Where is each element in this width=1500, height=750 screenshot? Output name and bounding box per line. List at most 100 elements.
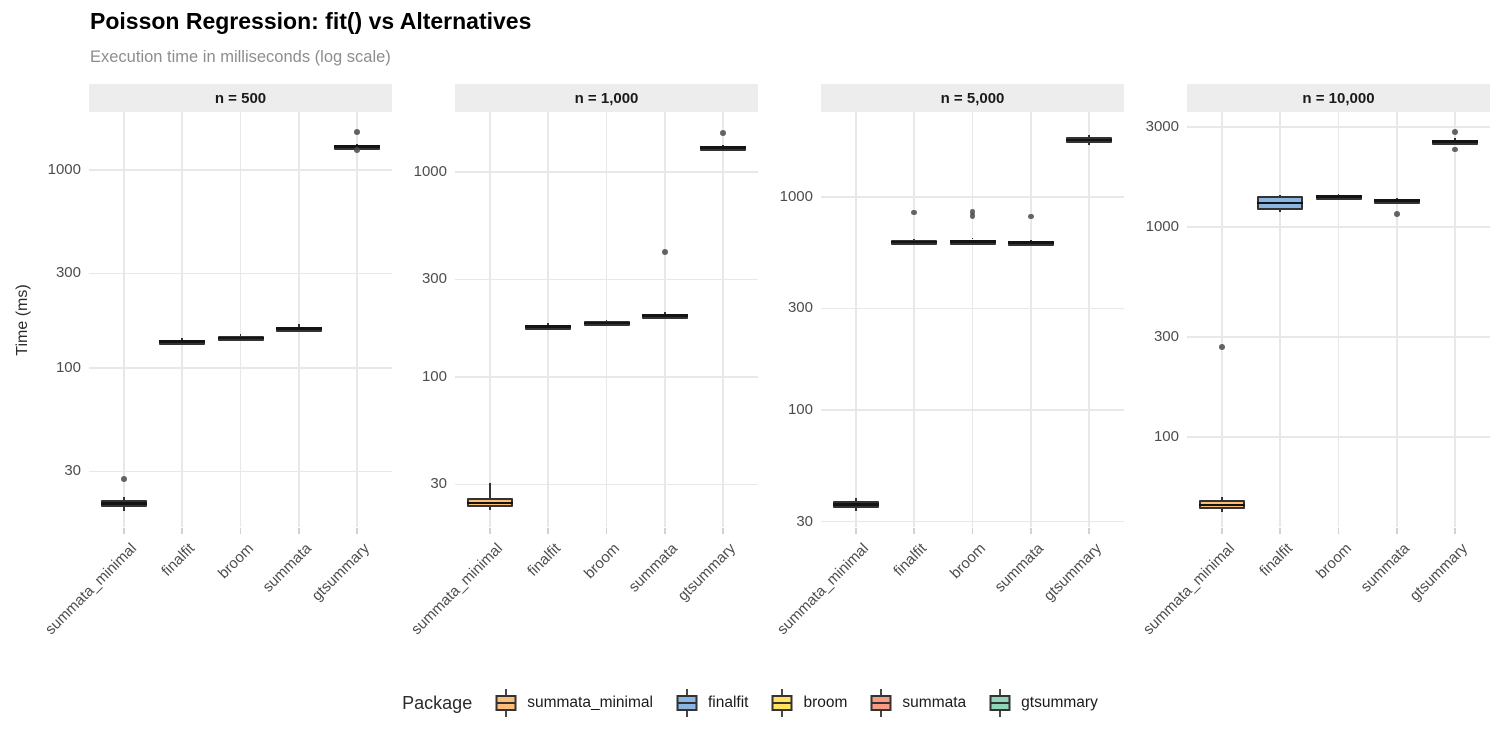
gridline-vertical	[664, 112, 666, 527]
x-tick	[855, 528, 857, 534]
boxplot-median	[159, 340, 206, 344]
facet-strip: n = 1,000	[455, 84, 758, 112]
boxplot-median	[100, 502, 147, 505]
whisker-upper	[181, 338, 184, 341]
boxplot-median	[949, 239, 996, 243]
boxplot-median	[1373, 199, 1420, 202]
legend-item-label: gtsummary	[1021, 694, 1098, 711]
boxplot-median	[275, 327, 322, 330]
whisker-upper	[1029, 239, 1032, 242]
gridline-vertical	[356, 112, 358, 527]
outlier-point	[354, 128, 360, 135]
x-tick	[356, 528, 358, 534]
gridline-vertical	[1396, 112, 1398, 527]
legend-title: Package	[402, 692, 473, 713]
whisker-upper	[855, 497, 857, 501]
whisker-upper	[239, 334, 242, 337]
y-tick-label: 300	[1153, 327, 1179, 345]
facet-strip: n = 5,000	[821, 84, 1124, 112]
legend-item[interactable]: summata	[869, 688, 966, 718]
whisker-lower	[489, 507, 491, 511]
whisker-upper	[663, 311, 666, 314]
boxplot-median	[891, 240, 938, 244]
whisker-upper	[489, 482, 491, 498]
boxplot-key-icon	[676, 689, 698, 717]
whisker-lower	[1279, 209, 1282, 212]
outlier-point	[354, 146, 360, 153]
whisker-upper	[1395, 197, 1398, 200]
whisker-lower	[123, 507, 125, 511]
boxplot-median	[1257, 201, 1304, 205]
chart-subtitle: Execution time in milliseconds (log scal…	[90, 48, 391, 66]
legend-item-label: broom	[803, 694, 848, 711]
legend-item-label: summata_minimal	[527, 694, 653, 711]
boxplot-key-icon	[495, 689, 517, 717]
y-tick-label: 100	[421, 368, 447, 386]
gridline-vertical	[722, 112, 724, 527]
x-tick	[1337, 528, 1340, 534]
whisker-lower	[855, 507, 857, 512]
outlier-point	[969, 213, 976, 219]
boxplot-median	[583, 321, 630, 325]
gridline-vertical	[1454, 112, 1456, 527]
y-tick-label: 1000	[779, 188, 813, 206]
facet-strip: n = 500	[89, 84, 392, 112]
outlier-point	[969, 209, 976, 215]
legend-item[interactable]: summata_minimal	[494, 688, 653, 718]
legend-item[interactable]: gtsummary	[988, 688, 1098, 718]
x-tick	[181, 528, 183, 534]
x-tick	[1221, 528, 1223, 534]
gridline-vertical	[489, 112, 491, 527]
legend-item-label: summata	[902, 694, 967, 711]
y-tick-label: 300	[421, 270, 447, 288]
legend-item[interactable]: broom	[770, 688, 847, 718]
gridline-vertical	[239, 112, 242, 527]
y-tick-label: 100	[55, 358, 81, 376]
x-tick	[489, 528, 491, 534]
gridline-vertical	[913, 112, 915, 527]
gridline-vertical	[547, 112, 549, 527]
boxplot-median	[1007, 241, 1054, 245]
gridline-vertical	[855, 112, 857, 527]
boxplot-median	[832, 503, 879, 507]
x-tick	[664, 528, 666, 534]
boxplot-median	[217, 336, 264, 340]
x-tick	[971, 528, 974, 534]
whisker-lower	[1221, 508, 1223, 512]
x-tick	[1396, 528, 1398, 534]
outlier-point	[1452, 146, 1458, 153]
x-tick	[298, 528, 300, 534]
outlier-point	[1219, 344, 1225, 350]
whisker-upper	[1088, 134, 1090, 137]
boxplot-median	[641, 314, 688, 317]
x-tick	[722, 528, 724, 534]
outlier-point	[1393, 211, 1400, 218]
y-tick-label: 1000	[1145, 218, 1179, 236]
outlier-point	[121, 476, 127, 482]
legend-item[interactable]: finalfit	[675, 688, 749, 718]
y-tick-label: 1000	[413, 163, 447, 181]
boxplot-median	[1315, 195, 1362, 198]
whisker-upper	[1279, 194, 1282, 196]
outlier-point	[661, 249, 668, 255]
boxplot-key-icon	[870, 689, 892, 717]
x-tick	[1030, 528, 1032, 534]
y-tick-label: 100	[1153, 428, 1179, 446]
x-tick	[1088, 528, 1090, 534]
whisker-lower	[1088, 142, 1090, 145]
gridline-vertical	[123, 112, 125, 527]
legend-items: summata_minimal finalfit broom summata gtsum…	[494, 688, 1098, 718]
whisker-upper	[913, 238, 916, 241]
legend-item-label: finalfit	[707, 694, 749, 711]
y-tick-label: 30	[796, 512, 813, 530]
x-tick	[547, 528, 549, 534]
whisker-upper	[297, 324, 300, 327]
boxplot-median	[466, 501, 513, 505]
whisker-upper	[1337, 194, 1340, 196]
outlier-point	[1027, 213, 1034, 220]
outlier-point	[911, 209, 918, 216]
y-tick-label: 30	[430, 475, 447, 493]
facet-strip: n = 10,000	[1187, 84, 1490, 112]
gridline-vertical	[1088, 112, 1090, 527]
gridline-vertical	[181, 112, 183, 527]
